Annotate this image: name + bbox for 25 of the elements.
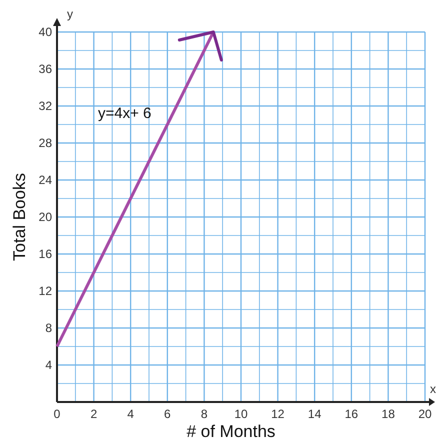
y-tick-label: 8	[45, 321, 52, 335]
x-tick-label: 4	[127, 407, 134, 421]
x-tick-label: 2	[90, 407, 98, 421]
y-tick-label: 24	[38, 173, 52, 187]
x-axis-title: # of Months	[186, 422, 276, 441]
y-tick-label: 36	[38, 62, 52, 76]
y-tick-label: 12	[38, 284, 52, 298]
x-tick-label: 16	[344, 407, 358, 421]
y-tick-label: 16	[38, 247, 52, 261]
x-tick-label: 8	[200, 407, 208, 421]
x-tick-label: 20	[418, 407, 432, 421]
y-tick-label: 20	[38, 210, 52, 224]
y-tick-label: 4	[45, 358, 52, 372]
x-tick-label: 10	[234, 407, 248, 421]
x-tick-label: 6	[164, 407, 172, 421]
x-tick-label: 14	[308, 407, 322, 421]
text: x	[430, 382, 436, 396]
x-tick-label: 12	[271, 407, 285, 421]
y-tick-label: 40	[38, 25, 52, 39]
y-axis-title: Total Books	[10, 173, 29, 261]
x-tick-label: 18	[382, 407, 396, 421]
y-tick-label: 28	[38, 136, 52, 150]
x-tick-label: 0	[54, 407, 61, 421]
y-tick-label: 32	[38, 99, 52, 113]
text: y	[67, 7, 73, 21]
